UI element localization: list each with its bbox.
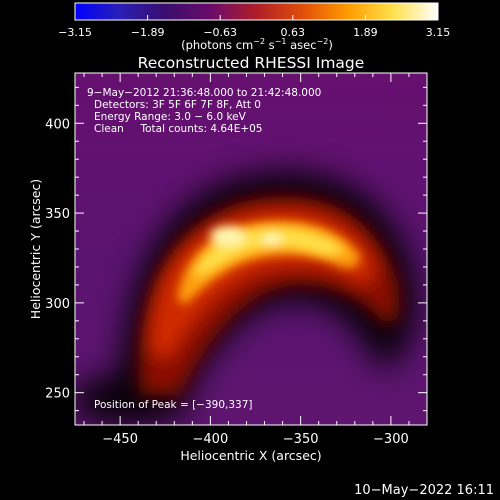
peak-position-label: Position of Peak = [−390,337]	[94, 399, 253, 411]
colorbar-tick-label: 3.15	[426, 26, 451, 39]
annotation-line-4: Clean Total counts: 4.64E+05	[94, 123, 263, 135]
y-axis-label: Heliocentric Y (arcsec)	[28, 179, 43, 319]
x-tick-label: −300	[373, 432, 409, 447]
x-tick-labels: −450 −400 −350 −300	[102, 432, 408, 447]
heatmap-image	[75, 73, 427, 425]
colorbar-tick-label: 0.63	[281, 26, 306, 39]
y-tick-label: 350	[45, 207, 70, 222]
colorbar-tick-label: −1.89	[131, 26, 165, 39]
y-tick-label: 300	[45, 297, 70, 312]
y-tick-label: 250	[45, 387, 70, 402]
colorbar-tick-label: −0.63	[203, 26, 237, 39]
colorbar-ticks	[74, 15, 439, 20]
annotation-line-2: Detectors: 3F 5F 6F 7F 8F, Att 0	[94, 99, 261, 111]
x-tick-label: −400	[193, 432, 229, 447]
x-tick-label: −350	[283, 432, 319, 447]
colorbar-tick-labels: −3.15 −1.89 −0.63 0.63 1.89 3.15	[58, 26, 450, 39]
annotation-line-1: 9−May−2012 21:36:48.000 to 21:42:48.000	[87, 87, 321, 99]
footer-date: 10−May−2022 16:11	[354, 483, 494, 498]
colorbar: −3.15 −1.89 −0.63 0.63 1.89 3.15 (photons cm−…	[58, 2, 450, 52]
colorbar-tick-label: 1.89	[353, 26, 378, 39]
annotation-line-3: Energy Range: 3.0 − 6.0 keV	[94, 111, 247, 123]
chart-title: Reconstructed RHESSI Image	[138, 54, 365, 72]
y-tick-label: 400	[45, 117, 70, 132]
colorbar-units: (photons cm−2 s−1 asec−2)	[181, 37, 333, 52]
colorbar-tick-label: −3.15	[58, 26, 92, 39]
y-tick-labels: 250 300 350 400	[45, 117, 70, 401]
x-axis-label: Heliocentric X (arcsec)	[180, 448, 321, 463]
colorbar-gradient	[74, 2, 439, 21]
axis-ticks	[75, 73, 428, 425]
x-tick-label: −450	[102, 432, 138, 447]
